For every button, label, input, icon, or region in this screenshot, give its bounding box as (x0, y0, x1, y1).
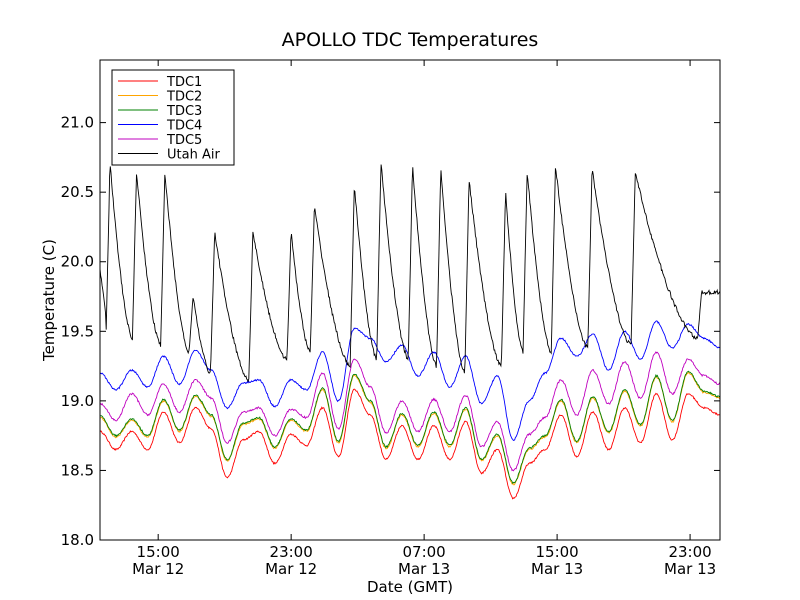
y-tick-label: 19.5 (61, 322, 94, 340)
series-line-utah-air (99, 164, 721, 383)
y-tick-label: 21.0 (61, 114, 94, 132)
series-line-tdc3 (100, 370, 721, 485)
plot-lines (99, 164, 721, 500)
x-axis-label: Date (GMT) (367, 578, 453, 596)
x-tick-time: 23:00 (270, 543, 313, 561)
x-tick-date: Mar 12 (265, 560, 317, 578)
x-tick-time: 07:00 (403, 543, 446, 561)
x-tick-date: Mar 13 (664, 560, 716, 578)
series-line-tdc1 (99, 388, 721, 500)
x-tick-date: Mar 13 (398, 560, 450, 578)
series-line-tdc4 (99, 320, 720, 441)
legend-label: Utah Air (167, 148, 220, 163)
y-tick-label: 20.5 (61, 183, 94, 201)
legend-box (111, 69, 235, 166)
x-tick-time: 15:00 (535, 543, 578, 561)
y-tick-label: 20.0 (61, 253, 94, 271)
x-tick-time: 23:00 (668, 543, 711, 561)
legend-label: TDC1 (166, 75, 202, 90)
plot-frame (99, 59, 721, 541)
x-tick-date: Mar 13 (531, 560, 583, 578)
legend-label: TDC5 (166, 133, 202, 148)
legend-label: TDC2 (166, 90, 202, 105)
y-tick-label: 18.0 (61, 531, 94, 549)
y-axis-label: Temperature (C) (40, 239, 58, 362)
x-tick-time: 15:00 (137, 543, 180, 561)
series-line-tdc5 (99, 351, 721, 472)
y-tick-label: 19.0 (61, 392, 94, 410)
legend-label: TDC3 (166, 104, 202, 119)
y-axis: 18.0 18.5 19.0 19.5 20.0 20.5 21.0 (61, 114, 720, 549)
y-tick-label: 18.5 (61, 461, 94, 479)
x-tick-date: Mar 12 (132, 560, 184, 578)
chart-title: APOLLO TDC Temperatures (282, 29, 539, 51)
legend-label: TDC4 (166, 119, 202, 134)
